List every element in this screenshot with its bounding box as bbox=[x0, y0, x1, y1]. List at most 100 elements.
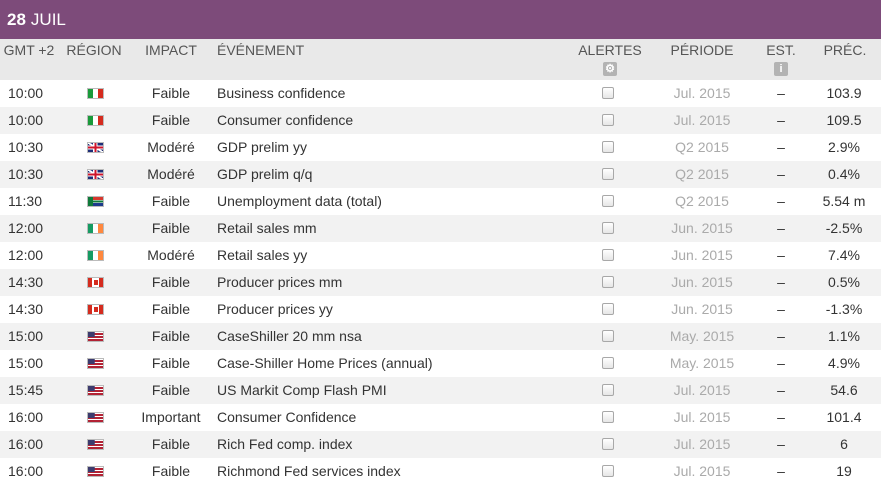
alert-checkbox[interactable] bbox=[602, 114, 614, 127]
event-period: Jul. 2015 bbox=[673, 85, 731, 101]
event-time: 12:00 bbox=[8, 247, 44, 263]
event-period: Jun. 2015 bbox=[671, 220, 733, 236]
table-row[interactable]: 10:00 Faible Consumer confidence Jul. 2015 –… bbox=[0, 107, 881, 134]
alert-checkbox[interactable] bbox=[602, 465, 614, 478]
gear-icon[interactable]: ⚙ bbox=[603, 62, 617, 76]
event-name[interactable]: US Markit Comp Flash PMI bbox=[217, 382, 387, 398]
column-header-impact[interactable]: IMPACT bbox=[145, 42, 197, 58]
region-flag bbox=[87, 215, 104, 242]
event-name[interactable]: Retail sales yy bbox=[217, 247, 308, 263]
event-name[interactable]: Retail sales mm bbox=[217, 220, 317, 236]
region-flag bbox=[87, 431, 104, 458]
event-estimate: – bbox=[777, 193, 785, 209]
event-period: Jul. 2015 bbox=[673, 436, 731, 452]
alert-checkbox[interactable] bbox=[602, 411, 614, 424]
table-row[interactable]: 10:30 Modéré GDP prelim yy Q2 2015 – 2.9% bbox=[0, 134, 881, 161]
table-row[interactable]: 15:00 Faible CaseShiller 20 mm nsa May. 201… bbox=[0, 323, 881, 350]
alert-checkbox[interactable] bbox=[602, 303, 614, 316]
table-row[interactable]: 12:00 Modéré Retail sales yy Jun. 2015 – 7.4% bbox=[0, 242, 881, 269]
alert-checkbox-cell bbox=[602, 377, 614, 404]
event-estimate: – bbox=[777, 409, 785, 425]
flag-it-icon bbox=[87, 114, 104, 126]
table-row[interactable]: 10:30 Modéré GDP prelim q/q Q2 2015 – 0.4% bbox=[0, 161, 881, 188]
table-row[interactable]: 16:00 Faible Richmond Fed services index Ju… bbox=[0, 458, 881, 485]
flag-it-icon bbox=[87, 87, 104, 99]
alert-checkbox[interactable] bbox=[602, 168, 614, 181]
table-row[interactable]: 12:00 Faible Retail sales mm Jun. 2015 – -2.5… bbox=[0, 215, 881, 242]
event-name[interactable]: Case-Shiller Home Prices (annual) bbox=[217, 355, 433, 371]
region-flag bbox=[87, 269, 104, 296]
alert-checkbox-cell bbox=[602, 107, 614, 134]
event-name[interactable]: GDP prelim yy bbox=[217, 139, 307, 155]
event-period: Jul. 2015 bbox=[673, 409, 731, 425]
event-name[interactable]: Unemployment data (total) bbox=[217, 193, 382, 209]
event-name[interactable]: Consumer confidence bbox=[217, 112, 354, 128]
event-previous: 0.5% bbox=[828, 274, 860, 290]
alert-checkbox[interactable] bbox=[602, 222, 614, 235]
column-header-event[interactable]: ÉVÉNEMENT bbox=[217, 42, 305, 58]
event-time: 10:30 bbox=[8, 139, 44, 155]
table-row[interactable]: 14:30 Faible Producer prices yy Jun. 2015 – -… bbox=[0, 296, 881, 323]
event-impact: Faible bbox=[151, 382, 191, 398]
column-header-prec[interactable]: PRÉC. bbox=[823, 42, 867, 58]
alert-checkbox[interactable] bbox=[602, 141, 614, 154]
event-impact: Faible bbox=[151, 112, 191, 128]
event-name[interactable]: GDP prelim q/q bbox=[217, 166, 313, 182]
flag-ca-icon bbox=[87, 276, 104, 288]
table-row[interactable]: 14:30 Faible Producer prices mm Jun. 2015 – 0… bbox=[0, 269, 881, 296]
table-row[interactable]: 10:00 Faible Business confidence Jul. 2015 –… bbox=[0, 80, 881, 107]
event-impact: Faible bbox=[151, 85, 191, 101]
table-row[interactable]: 15:45 Faible US Markit Comp Flash PMI Jul. … bbox=[0, 377, 881, 404]
event-name[interactable]: Richmond Fed services index bbox=[217, 463, 401, 479]
flag-za-icon bbox=[87, 195, 104, 207]
event-previous: 0.4% bbox=[828, 166, 860, 182]
event-period: Q2 2015 bbox=[675, 139, 729, 155]
column-header-period[interactable]: PÉRIODE bbox=[670, 42, 734, 58]
event-time: 15:45 bbox=[8, 382, 44, 398]
alert-checkbox-cell bbox=[602, 350, 614, 377]
alert-checkbox[interactable] bbox=[602, 87, 614, 100]
flag-us-icon bbox=[87, 330, 104, 342]
event-previous: 109.5 bbox=[826, 112, 862, 128]
column-header-region[interactable]: RÉGION bbox=[66, 42, 122, 58]
alert-checkbox[interactable] bbox=[602, 330, 614, 343]
event-impact: Faible bbox=[151, 193, 191, 209]
info-icon[interactable]: i bbox=[774, 62, 788, 76]
event-previous: 5.54 m bbox=[822, 193, 866, 209]
event-name[interactable]: CaseShiller 20 mm nsa bbox=[217, 328, 362, 344]
table-header: GMT +2 RÉGION IMPACT ÉVÉNEMENT ALERTES ⚙… bbox=[0, 39, 881, 80]
alert-checkbox[interactable] bbox=[602, 357, 614, 370]
table-row[interactable]: 16:00 Important Consumer Confidence Jul. 20… bbox=[0, 404, 881, 431]
event-period: Jul. 2015 bbox=[673, 112, 731, 128]
event-impact: Modéré bbox=[147, 139, 195, 155]
region-flag bbox=[87, 377, 104, 404]
event-name[interactable]: Rich Fed comp. index bbox=[217, 436, 353, 452]
table-row[interactable]: 11:30 Faible Unemployment data (total) Q2 2… bbox=[0, 188, 881, 215]
event-name[interactable]: Producer prices mm bbox=[217, 274, 343, 290]
alert-checkbox[interactable] bbox=[602, 249, 614, 262]
table-row[interactable]: 15:00 Faible Case-Shiller Home Prices (ann… bbox=[0, 350, 881, 377]
event-estimate: – bbox=[777, 247, 785, 263]
event-estimate: – bbox=[777, 382, 785, 398]
event-impact: Faible bbox=[151, 463, 191, 479]
alert-checkbox[interactable] bbox=[602, 195, 614, 208]
alert-checkbox[interactable] bbox=[602, 438, 614, 451]
alert-checkbox[interactable] bbox=[602, 384, 614, 397]
flag-us-icon bbox=[87, 465, 104, 477]
event-impact: Faible bbox=[151, 436, 191, 452]
alert-checkbox-cell bbox=[602, 215, 614, 242]
alert-checkbox[interactable] bbox=[602, 276, 614, 289]
event-period: May. 2015 bbox=[669, 355, 735, 371]
event-name[interactable]: Producer prices yy bbox=[217, 301, 333, 317]
table-row[interactable]: 16:00 Faible Rich Fed comp. index Jul. 2015… bbox=[0, 431, 881, 458]
column-header-alerts-label: ALERTES bbox=[578, 42, 642, 58]
alert-checkbox-cell bbox=[602, 269, 614, 296]
flag-us-icon bbox=[87, 357, 104, 369]
column-header-est: EST. i bbox=[756, 42, 806, 76]
event-name[interactable]: Consumer Confidence bbox=[217, 409, 357, 425]
event-previous: 2.9% bbox=[828, 139, 860, 155]
event-name[interactable]: Business confidence bbox=[217, 85, 346, 101]
column-header-time[interactable]: GMT +2 bbox=[3, 42, 55, 58]
event-estimate: – bbox=[777, 220, 785, 236]
flag-gb-icon bbox=[87, 141, 104, 153]
